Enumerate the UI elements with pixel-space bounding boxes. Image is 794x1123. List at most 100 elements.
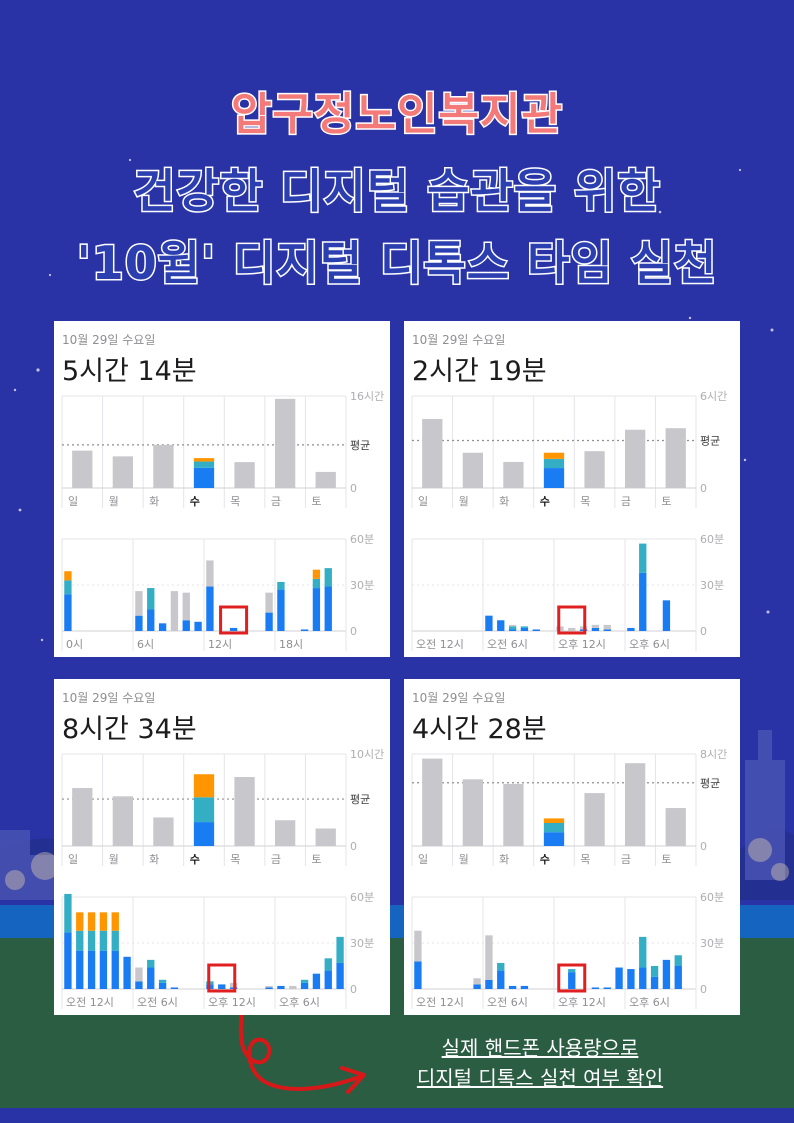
hourly-bar-segment (277, 985, 285, 989)
weekly-bar-5 (625, 763, 646, 846)
hourly-bar-segment (414, 961, 422, 989)
weekly-day-label: 토 (661, 495, 671, 508)
weekly-max-label: 16시간 (350, 390, 384, 403)
hourly-x-label: 오후 6시 (279, 996, 320, 1009)
card-date: 10월 29일 수요일 (62, 333, 156, 347)
weekly-day-label: 화 (499, 853, 509, 866)
weekly-bar-today-segment (543, 452, 565, 459)
weekly-bar-0 (72, 450, 93, 488)
weekly-bar-today-segment (193, 822, 215, 846)
hourly-mid-label: 30분 (350, 937, 374, 950)
weekly-day-label: 월 (459, 853, 469, 866)
weekly-zero-label: 0 (350, 482, 357, 495)
hourly-bar-segment (615, 967, 623, 989)
hourly-bar-segment (265, 612, 273, 631)
hourly-bar-segment (603, 987, 611, 989)
hourly-bar-segment (312, 588, 321, 631)
weekly-average-label: 평균 (700, 434, 720, 447)
hourly-bar-segment (76, 912, 84, 931)
weekly-max-label: 8시간 (700, 748, 727, 761)
weekly-day-label: 금 (271, 495, 281, 508)
hourly-bar-segment (336, 962, 344, 989)
hourly-bar-segment (135, 591, 143, 616)
city-skyline (0, 730, 785, 900)
star-dots (13, 158, 774, 642)
weekly-day-label: 수 (190, 495, 200, 508)
weekly-average-label: 평균 (350, 793, 370, 806)
weekly-bar-5 (625, 429, 646, 488)
highlight-marker-box (557, 963, 587, 993)
screen-time-card-1: 10월 29일 수요일 5시간 14분 16시간 평균 0 일 월 화 수 목 금 토 60분 30분… (54, 321, 390, 657)
hourly-bar-segment (111, 930, 119, 951)
weekly-day-label: 화 (499, 495, 509, 508)
weekly-average-label: 평균 (350, 439, 370, 452)
weekly-day-label: 일 (68, 494, 78, 508)
hourly-bar-segment (265, 987, 273, 989)
weekly-day-label: 일 (68, 852, 78, 866)
hourly-bar-segment (520, 985, 529, 989)
hourly-bar-segment (639, 543, 647, 573)
hourly-x-label: 오전 12시 (66, 996, 114, 1009)
screen-time-card-3: 10월 29일 수요일 8시간 34분 10시간 평균 0 일 월 화 수 목 금 토 60분 30분… (54, 679, 390, 1015)
hourly-x-label: 12시 (208, 638, 232, 651)
hourly-bar-segment (147, 959, 155, 968)
hourly-bar-segment (170, 987, 179, 989)
hourly-bar-segment (111, 950, 119, 989)
title-institution: 압구정노인복지관 (230, 88, 564, 142)
hourly-bar-segment (99, 950, 108, 989)
hourly-bar-segment (650, 966, 659, 977)
weekly-day-label: 목 (230, 495, 240, 508)
hourly-bar-segment (568, 627, 576, 631)
hourly-x-label: 오전 12시 (416, 996, 464, 1009)
hourly-bar-segment (520, 626, 529, 628)
hourly-zero-label: 0 (700, 625, 707, 638)
hourly-bar-segment (603, 629, 611, 631)
weekly-bar-6 (315, 471, 336, 488)
weekly-bar-0 (72, 788, 93, 846)
hourly-bar-segment (76, 930, 84, 951)
highlight-marker-box (557, 605, 587, 635)
weekly-bar-2 (153, 817, 174, 846)
weekly-day-label: 수 (190, 853, 200, 866)
hourly-bar-segment (87, 930, 96, 951)
weekly-day-label: 금 (271, 853, 281, 866)
hourly-bar-segment (158, 979, 167, 983)
hourly-bar-segment (662, 959, 671, 989)
hourly-bar-segment (312, 569, 321, 579)
hourly-x-label: 오전 6시 (487, 996, 528, 1009)
hourly-bar-segment (639, 967, 647, 989)
card-date: 10월 29일 수요일 (62, 691, 156, 705)
weekly-bar-today-segment (193, 458, 215, 462)
hourly-bar-segment (277, 589, 285, 631)
hourly-bar-segment (123, 956, 131, 989)
hourly-bar-segment (300, 979, 309, 983)
weekly-bar-6 (665, 808, 686, 846)
hourly-bar-segment (473, 978, 481, 985)
card-total-time: 5시간 14분 (62, 356, 197, 387)
weekly-day-label: 화 (149, 495, 159, 508)
weekly-bar-4 (234, 777, 255, 846)
weekly-bar-2 (503, 783, 524, 846)
hourly-bar-segment (312, 578, 321, 589)
hourly-bar-segment (206, 560, 214, 587)
weekly-day-label: 일 (418, 852, 428, 866)
hourly-x-label: 오후 6시 (629, 996, 670, 1009)
card-date: 10월 29일 수요일 (412, 691, 506, 705)
hourly-bar-segment (64, 580, 72, 595)
hourly-bar-segment (639, 936, 647, 968)
title-main: '10월' 디지털 디톡스 타임 실천 (75, 235, 718, 292)
weekly-bar-4 (584, 793, 605, 846)
hourly-bar-segment (508, 626, 517, 630)
card-total-time: 2시간 19분 (412, 356, 547, 387)
hourly-bar-segment (336, 936, 344, 963)
hourly-bar-segment (568, 969, 576, 973)
hourly-bar-segment (135, 967, 143, 982)
hourly-bar-segment (265, 592, 273, 613)
hourly-bar-segment (300, 629, 309, 631)
weekly-bar-1 (112, 796, 133, 846)
highlight-marker-box (207, 963, 237, 993)
hourly-bar-segment (674, 955, 682, 966)
